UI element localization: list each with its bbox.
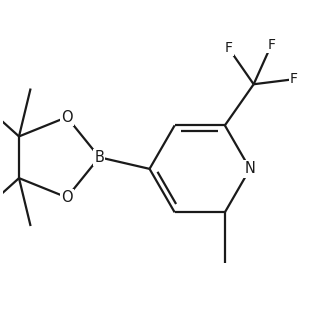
Text: O: O bbox=[61, 110, 73, 125]
Text: N: N bbox=[245, 161, 255, 176]
Text: F: F bbox=[267, 38, 275, 52]
Text: F: F bbox=[224, 41, 233, 55]
Text: F: F bbox=[290, 72, 298, 86]
Text: O: O bbox=[61, 190, 73, 205]
Text: B: B bbox=[94, 150, 104, 165]
